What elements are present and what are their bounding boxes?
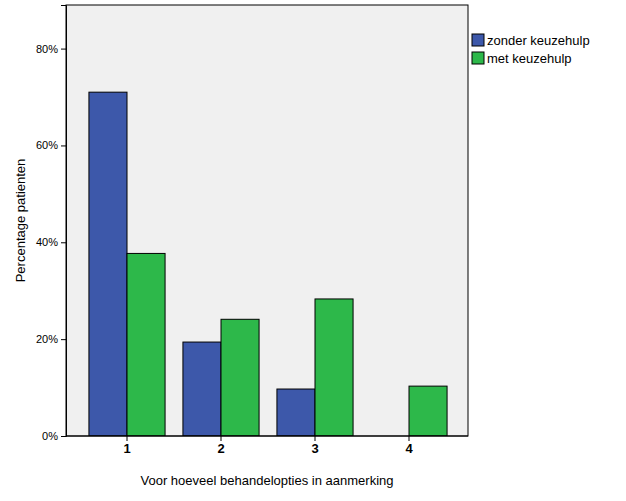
y-tick-label: 80% <box>36 43 58 55</box>
legend-swatch <box>472 34 484 46</box>
x-tick: 3 <box>311 436 318 456</box>
bar <box>409 386 447 436</box>
legend-label: zonder keuzehulp <box>487 33 590 48</box>
x-tick-label: 1 <box>123 441 130 456</box>
y-tick-mark <box>61 242 66 243</box>
y-axis-title: Percentage patienten <box>13 159 28 283</box>
x-axis-line <box>66 436 468 437</box>
y-tick-label: 60% <box>36 139 58 151</box>
y-axis-line <box>61 6 67 437</box>
legend-label: met keuzehulp <box>487 51 572 66</box>
plot-frame <box>66 5 468 436</box>
series-bars <box>127 253 447 436</box>
y-tick-mark <box>61 49 66 50</box>
y-tick: 20% <box>36 333 66 345</box>
series-bars <box>89 92 315 436</box>
x-tick: 1 <box>123 436 130 456</box>
bar <box>89 92 127 436</box>
legend: zonder keuzehulp met keuzehulp <box>472 33 590 66</box>
y-tick-mark <box>61 145 66 146</box>
x-tick: 2 <box>217 436 224 456</box>
bars <box>89 92 447 436</box>
chart: 0% 20% 40% 60% 80% 1 2 3 4 Voor hoeveel behandelo… <box>0 0 626 501</box>
y-tick: 80% <box>36 43 66 55</box>
y-tick-mark <box>61 339 66 340</box>
bar <box>127 253 165 436</box>
bar <box>183 342 221 436</box>
y-tick: 0% <box>42 430 66 442</box>
x-axis-title: Voor hoeveel behandelopties in aanmerkin… <box>141 473 394 488</box>
plot-background <box>66 5 468 436</box>
x-tick-label: 2 <box>217 441 224 456</box>
y-tick-label: 20% <box>36 333 58 345</box>
y-tick: 60% <box>36 139 66 151</box>
bar <box>315 299 353 436</box>
y-tick: 40% <box>36 236 66 248</box>
bar <box>277 389 315 436</box>
x-tick-label: 3 <box>311 441 318 456</box>
legend-swatch <box>472 52 484 64</box>
y-tick-label: 0% <box>42 430 58 442</box>
x-tick-label: 4 <box>405 441 413 456</box>
x-axis: 1 2 3 4 <box>66 436 468 456</box>
y-axis: 0% 20% 40% 60% 80% <box>36 6 67 443</box>
x-tick: 4 <box>405 436 413 456</box>
y-tick-mark <box>61 436 66 437</box>
bar <box>221 319 259 436</box>
y-tick-label: 40% <box>36 236 58 248</box>
